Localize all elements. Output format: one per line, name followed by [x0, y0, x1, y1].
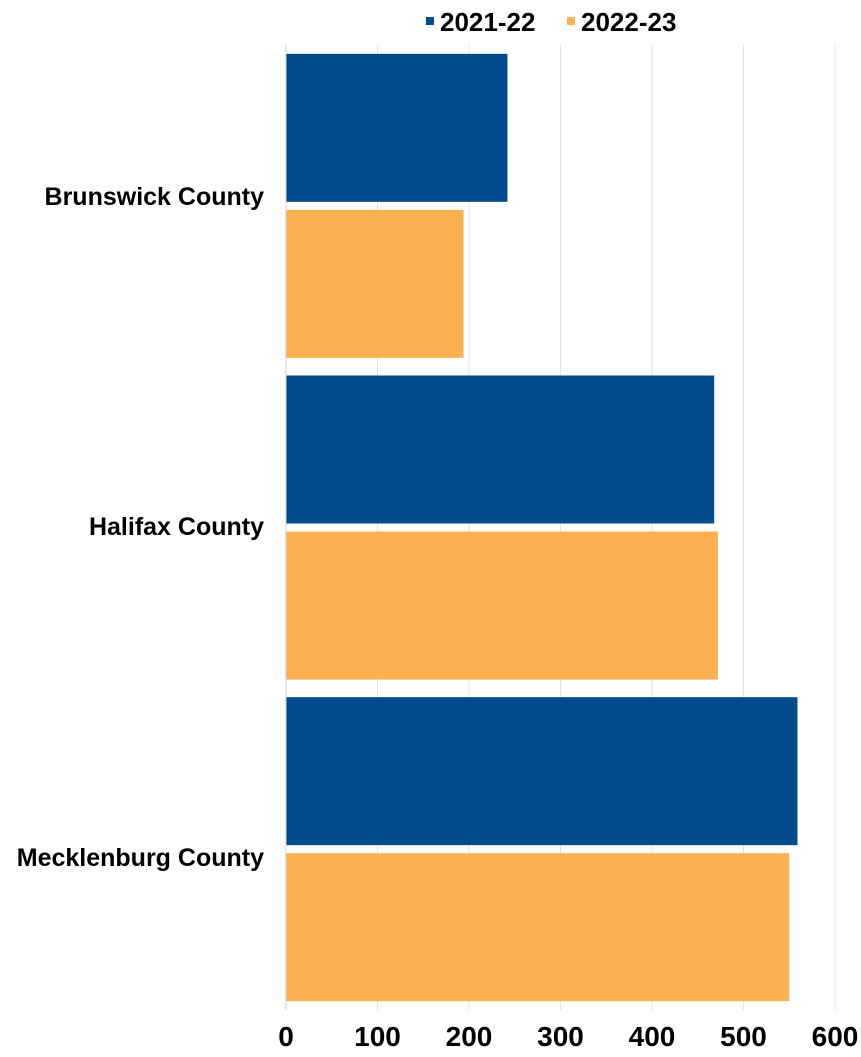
- bar-halifax-county-2022-23: [286, 531, 718, 680]
- gridlines: [377, 45, 836, 1010]
- legend-swatch-2022-23: [567, 17, 575, 25]
- x-tick-6: 600: [812, 1021, 859, 1052]
- bars: [286, 53, 798, 1002]
- x-tick-3: 300: [537, 1021, 584, 1052]
- category-label-1: Halifax County: [89, 513, 264, 541]
- category-labels: Brunswick County Halifax County Mecklenb…: [17, 183, 264, 872]
- x-tick-0: 0: [278, 1021, 294, 1052]
- category-label-0: Brunswick County: [45, 183, 265, 211]
- x-tick-2: 200: [446, 1021, 493, 1052]
- bar-mecklenburg-county-2022-23: [286, 853, 790, 1002]
- bar-halifax-county-2021-22: [286, 375, 715, 524]
- legend-swatch-2021-22: [426, 17, 434, 25]
- bar-brunswick-county-2021-22: [286, 53, 508, 202]
- legend: 2021-22 2022-23: [426, 7, 676, 37]
- x-tick-4: 400: [629, 1021, 676, 1052]
- bar-brunswick-county-2022-23: [286, 209, 464, 358]
- bar-mecklenburg-county-2021-22: [286, 697, 798, 846]
- legend-label-2021-22: 2021-22: [440, 7, 535, 37]
- category-label-2: Mecklenburg County: [17, 844, 264, 872]
- x-tick-1: 100: [354, 1021, 401, 1052]
- x-tick-labels: 0 100 200 300 400 500 600: [278, 1021, 858, 1052]
- x-tick-5: 500: [720, 1021, 767, 1052]
- legend-label-2022-23: 2022-23: [581, 7, 676, 37]
